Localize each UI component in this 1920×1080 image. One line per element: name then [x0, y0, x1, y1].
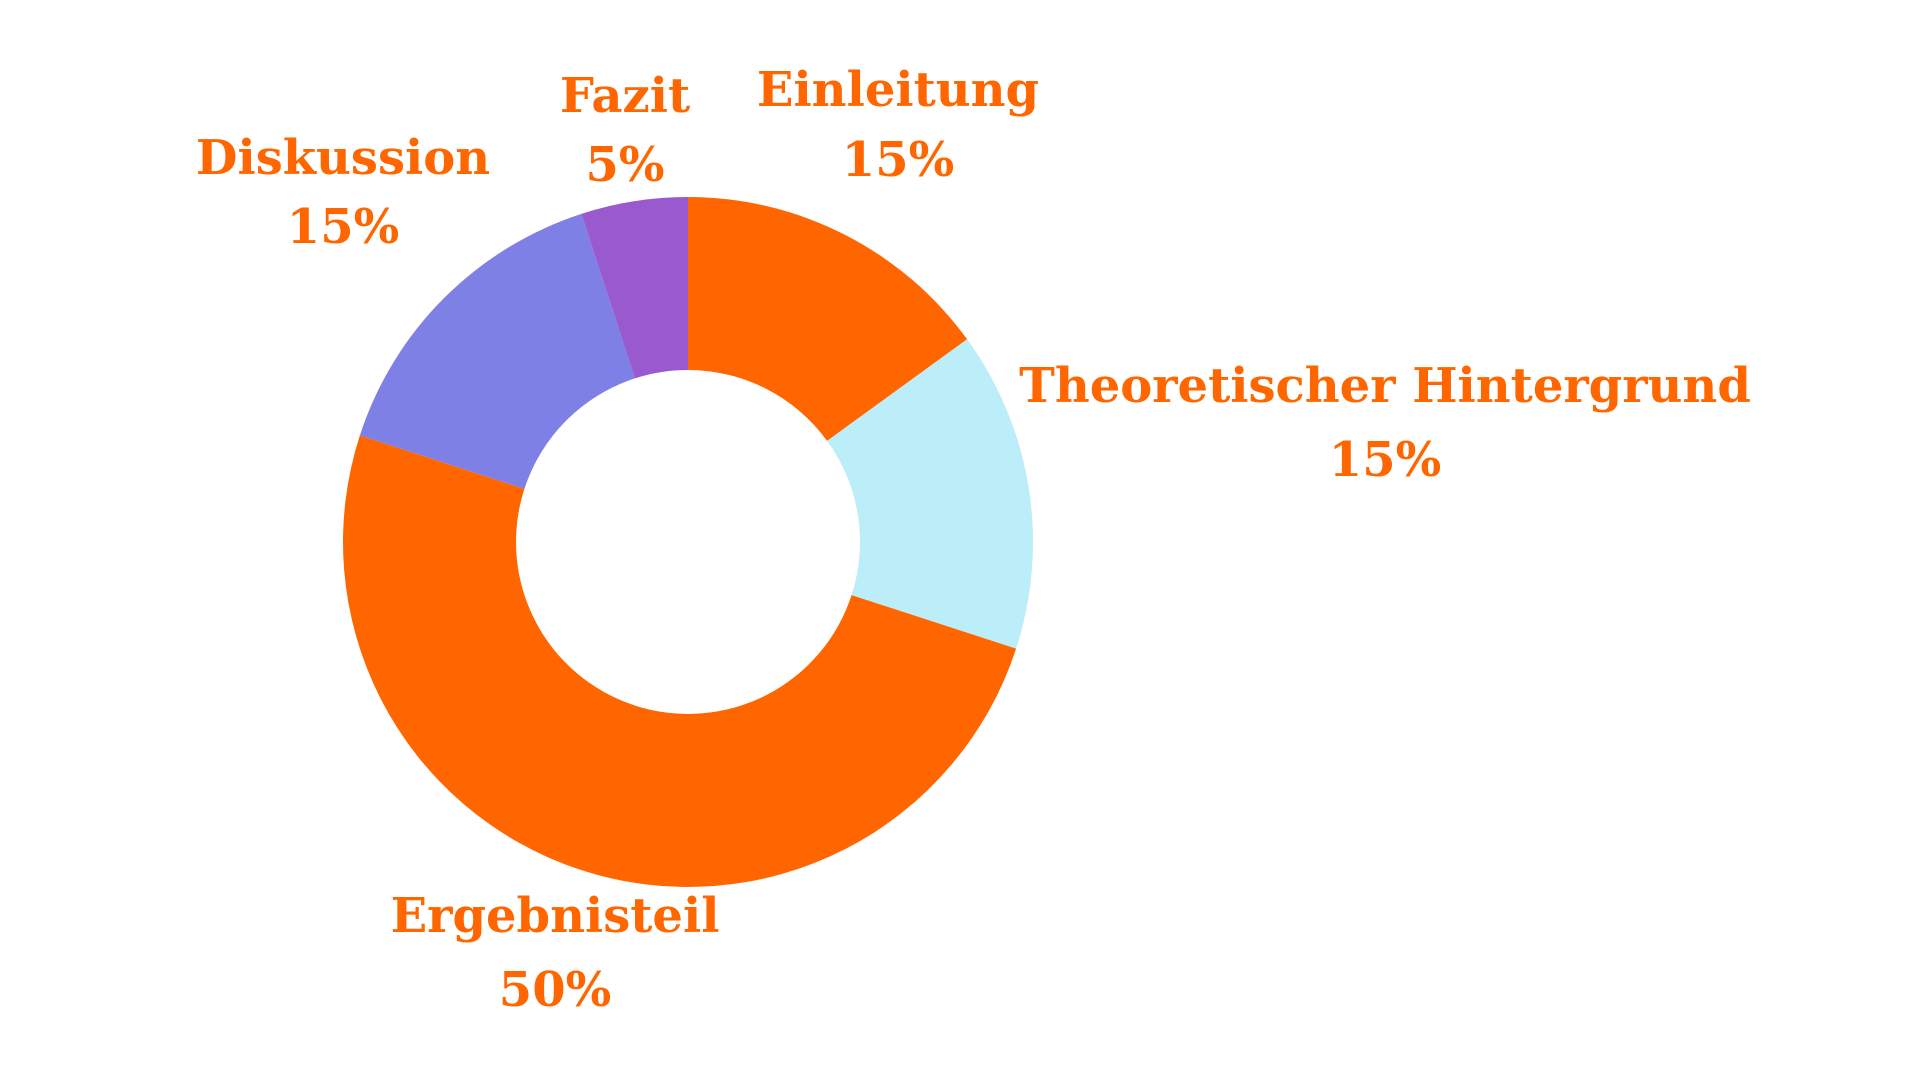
slice-labels: Einleitung 15% Theoretischer Hintergrund… [196, 62, 1751, 1018]
donut-slice-einleitung [688, 197, 968, 441]
slice-value-theoretischer-hintergrund: 15% [1329, 432, 1441, 488]
slice-label-fazit: Fazit [560, 68, 690, 124]
slice-value-ergebnisteil: 50% [499, 962, 611, 1018]
slice-label-ergebnisteil: Ergebnisteil [391, 888, 720, 944]
slice-value-fazit: 5% [585, 137, 664, 193]
donut-slice-theoretischer-hintergrund [827, 339, 1034, 649]
donut-slice-fazit [581, 197, 688, 379]
slice-value-diskussion: 15% [287, 199, 399, 255]
slice-label-diskussion: Diskussion [196, 130, 490, 186]
donut-slice-ergebnisteil [343, 435, 1017, 888]
slice-value-einleitung: 15% [842, 132, 954, 188]
slice-label-einleitung: Einleitung [757, 62, 1039, 118]
donut-slice-diskussion [359, 213, 635, 489]
slice-label-theoretischer-hintergrund: Theoretischer Hintergrund [1019, 358, 1751, 414]
donut-slices [343, 197, 1034, 888]
